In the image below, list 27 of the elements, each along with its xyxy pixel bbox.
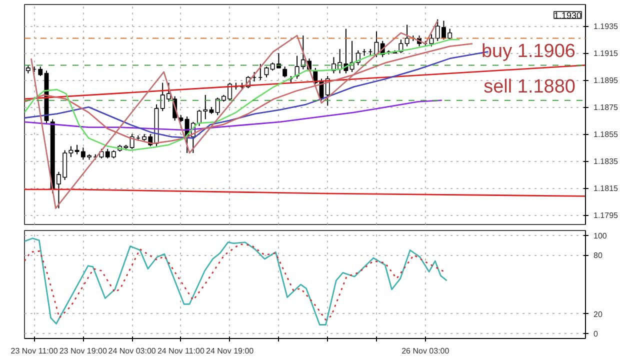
x-tick-label: 24 Nov 19:00 bbox=[206, 346, 254, 356]
ref-line-label: buy 1.1906 bbox=[481, 41, 576, 62]
y-tick-label: 1.1935 bbox=[594, 22, 619, 32]
y-tick-label: 1.1915 bbox=[594, 49, 619, 58]
candlestick bbox=[404, 24, 410, 47]
x-tick-label: 23 Nov 11:00 bbox=[10, 346, 58, 356]
y-tick-label: 1.1875 bbox=[594, 103, 619, 112]
candlestick bbox=[38, 66, 43, 77]
x-tick-label: 26 Nov 03:00 bbox=[402, 346, 450, 356]
x-tick-label: 23 Nov 19:00 bbox=[59, 346, 108, 356]
candlestick bbox=[197, 109, 202, 126]
candlestick bbox=[203, 94, 208, 120]
x-tick-label: 24 Nov 11:00 bbox=[157, 346, 205, 356]
y-tick-label: 80 bbox=[594, 251, 603, 260]
candlestick bbox=[74, 144, 80, 155]
y-tick-label: 0 bbox=[594, 330, 598, 339]
y-tick-label: 1.1895 bbox=[594, 76, 619, 86]
candlestick bbox=[282, 66, 288, 78]
y-tick-label: 1.1835 bbox=[594, 157, 619, 166]
y-tick-label: 100 bbox=[594, 231, 608, 240]
y-tick-label: 1.1795 bbox=[594, 211, 619, 220]
candlestick bbox=[264, 66, 269, 78]
ref-line-label: sell 1.1880 bbox=[484, 76, 576, 98]
y-tick-label: 1.1855 bbox=[594, 130, 619, 140]
y-tick-label: 20 bbox=[594, 310, 603, 319]
y-tick-label: 1.1815 bbox=[594, 184, 619, 194]
x-tick-label: 24 Nov 03:00 bbox=[108, 346, 156, 356]
